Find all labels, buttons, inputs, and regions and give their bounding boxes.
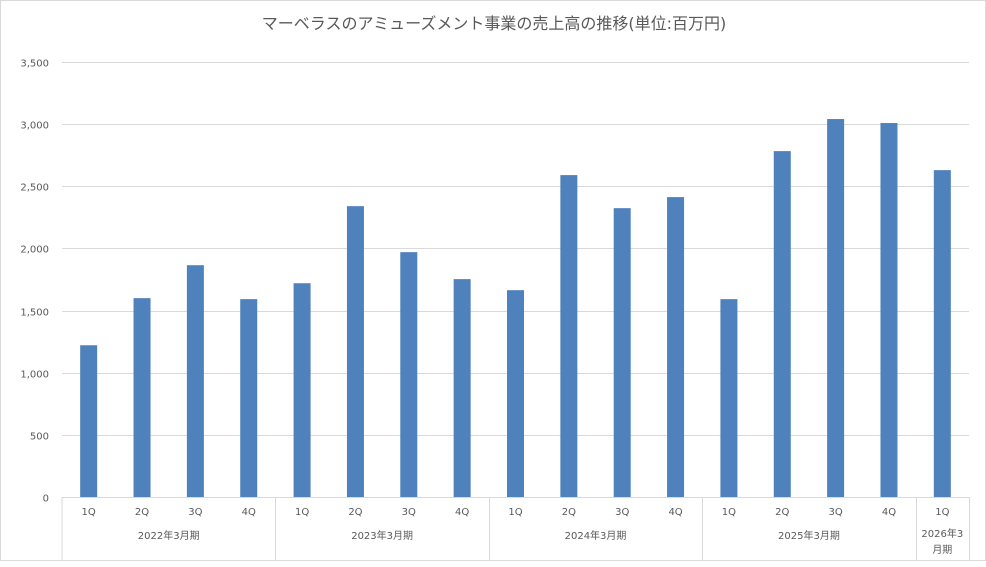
x-tick-label: 1Q (722, 507, 736, 518)
x-tick-label: 3Q (402, 507, 416, 518)
bar (773, 151, 791, 497)
bar (720, 299, 738, 497)
x-tick-label: 4Q (668, 507, 682, 518)
bar (346, 206, 364, 497)
y-tick-label: 500 (30, 432, 49, 443)
x-axis: 1Q 2Q 3Q 4Q 2022年3月期 1Q 2Q 3Q 4Q 2023年3月期 1Q 2Q 3Q 4Q… (61, 497, 970, 561)
y-tick-label: 1,500 (20, 308, 49, 319)
chart-title: マーベラスのアミューズメント事業の売上高の推移(単位:百万円) (262, 14, 726, 33)
x-group-label-box: 2026年3月期 (921, 529, 964, 556)
y-tick-label: 1,000 (20, 370, 49, 381)
x-tick-label: 3Q (829, 507, 843, 518)
bar (133, 298, 151, 497)
x-tick-label: 2Q (135, 507, 149, 518)
x-tick-label: 1Q (508, 507, 522, 518)
x-tick-label: 2Q (775, 507, 789, 518)
bar (80, 345, 98, 497)
bar (400, 252, 418, 497)
y-tick-label: 2,000 (20, 245, 49, 256)
bar (933, 170, 951, 497)
x-tick-label: 1Q (935, 507, 949, 518)
x-tick-label: 2Q (348, 507, 362, 518)
y-tick-label: 3,000 (20, 121, 49, 132)
bar (560, 175, 578, 497)
bar (507, 290, 524, 497)
bar (880, 123, 898, 497)
bar (667, 197, 685, 497)
x-group-label: 2023年3月期 (351, 529, 413, 542)
x-group-label: 2022年3月期 (138, 529, 200, 542)
x-tick-label: 4Q (455, 507, 469, 518)
x-group-label: 2025年3月期 (778, 529, 840, 542)
y-axis: 0 500 1,000 1,500 2,000 2,500 3,000 3,500 (20, 59, 49, 505)
bar (186, 265, 204, 497)
x-tick-label: 3Q (615, 507, 629, 518)
x-tick-label: 3Q (188, 507, 202, 518)
y-tick-label: 0 (43, 494, 49, 505)
x-tick-label: 1Q (295, 507, 309, 518)
x-tick-label: 2Q (562, 507, 576, 518)
bar (453, 279, 471, 497)
bar (293, 283, 311, 497)
bar (240, 299, 258, 497)
x-tick-label: 4Q (882, 507, 896, 518)
bar (613, 208, 631, 497)
y-tick-label: 2,500 (20, 183, 49, 194)
bar (827, 119, 845, 497)
x-tick-label: 4Q (242, 507, 256, 518)
x-group-label: 2026年3月期 (921, 529, 964, 556)
x-group-label: 2024年3月期 (565, 529, 627, 542)
bars (80, 119, 951, 497)
x-tick-label: 1Q (82, 507, 96, 518)
y-tick-label: 3,500 (20, 59, 49, 70)
